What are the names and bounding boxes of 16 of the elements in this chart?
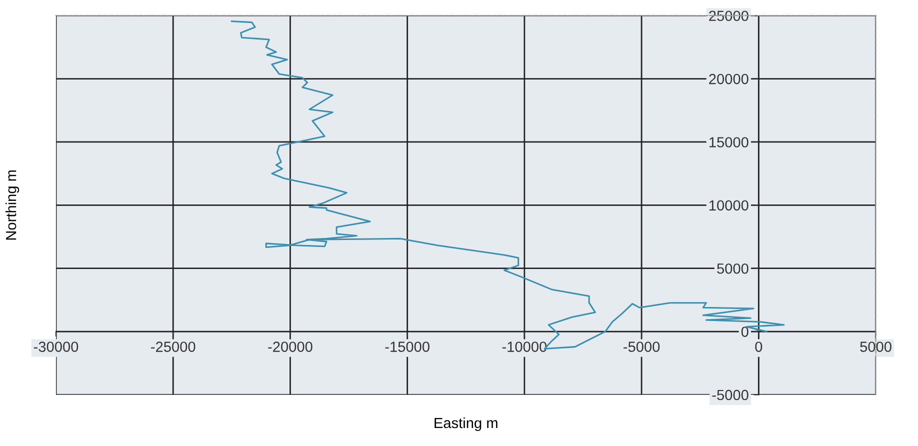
y-tick-label: 20000 [709,74,748,84]
x-tick-label: -20000 [268,342,312,352]
x-tick-label: -5000 [624,342,660,352]
y-tick-label: 0 [741,326,748,337]
x-tick-label: 0 [755,342,762,352]
x-tick-label: -15000 [385,342,430,352]
y-tick-label: -5000 [712,390,748,400]
x-tick-label: -10000 [502,342,547,352]
x-axis-title: Easting m [434,417,498,432]
x-tick-label: 5000 [860,342,892,352]
x-tick-label: -30000 [34,342,78,352]
y-axis-title: Northing m [6,170,20,240]
x-tick-label: -25000 [151,342,196,352]
y-tick-label: 5000 [717,263,748,274]
y-tick-label: 10000 [710,200,748,211]
y-tick-label: 15000 [710,137,748,148]
